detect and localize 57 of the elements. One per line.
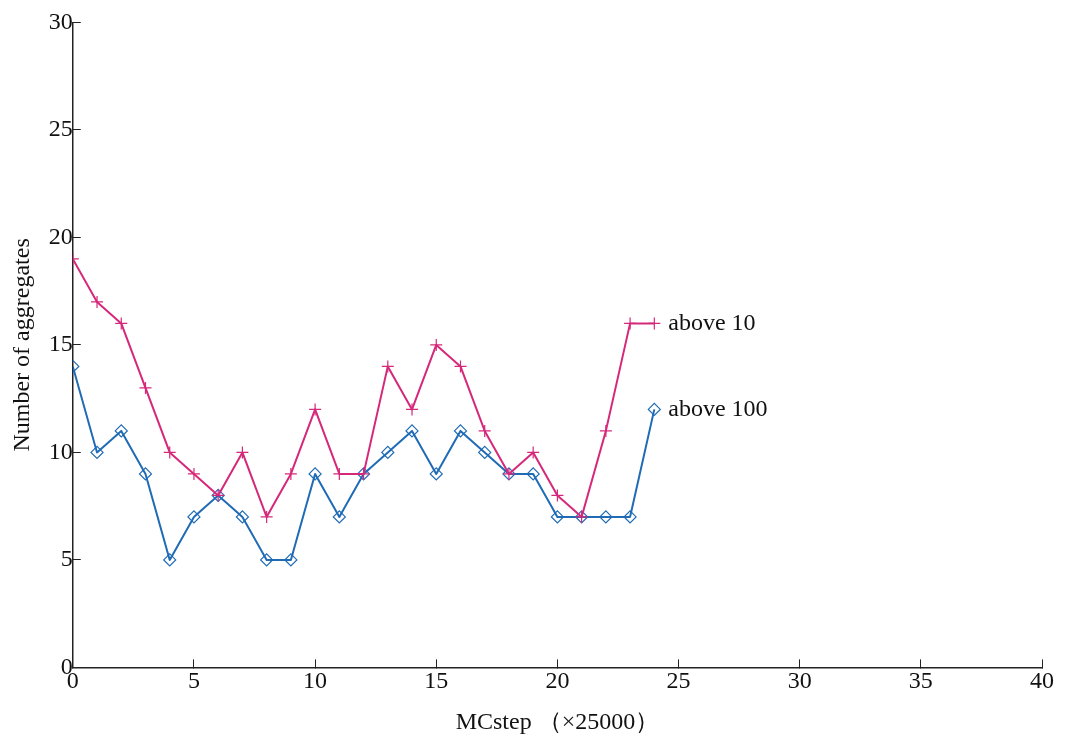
point	[114, 316, 128, 330]
point	[163, 553, 177, 567]
point	[90, 295, 104, 309]
point	[260, 553, 274, 567]
x-tick-label: 20	[545, 667, 570, 694]
x-tick-label: 5	[187, 667, 200, 694]
point	[308, 402, 322, 416]
point	[647, 402, 661, 416]
x-axis-title: MCstep （×25000）	[455, 707, 660, 734]
point	[138, 381, 153, 395]
point	[453, 424, 468, 438]
point	[235, 445, 250, 459]
point	[260, 510, 274, 524]
x-tick-label: 40	[1030, 667, 1054, 694]
x-tick-label: 10	[303, 667, 328, 694]
point	[114, 424, 128, 438]
y-axis-title: Number of aggregates	[7, 238, 34, 452]
point	[623, 510, 637, 524]
point	[478, 424, 492, 438]
y-tick-label: 20	[48, 222, 73, 249]
point	[284, 467, 298, 481]
point	[381, 359, 395, 373]
x-tick-label: 15	[424, 667, 449, 694]
point	[453, 359, 468, 373]
point	[308, 467, 322, 481]
point	[599, 510, 613, 524]
y-tick-label: 10	[48, 437, 73, 464]
point	[381, 445, 395, 459]
point	[405, 402, 419, 416]
point	[163, 445, 177, 459]
point	[550, 488, 564, 502]
point	[623, 316, 637, 330]
point	[429, 467, 443, 481]
point	[647, 316, 661, 330]
point	[429, 338, 443, 352]
y-tick-label: 25	[48, 115, 73, 142]
point	[526, 467, 540, 481]
point	[599, 424, 613, 438]
y-tick-label: 30	[48, 7, 73, 34]
point	[550, 510, 564, 524]
point	[405, 424, 419, 438]
y-tick-label: 15	[48, 330, 73, 357]
point	[332, 510, 346, 524]
x-tick-label: 35	[908, 667, 933, 694]
point	[90, 445, 104, 459]
point	[478, 445, 492, 459]
x-tick-label: 30	[787, 667, 812, 694]
y-tick-label: 5	[60, 545, 73, 572]
point	[526, 445, 540, 459]
point	[138, 467, 153, 481]
series-label: above 10	[668, 308, 756, 335]
point	[235, 510, 250, 524]
point	[187, 510, 201, 524]
point	[284, 553, 298, 567]
series-label: above 100	[668, 394, 768, 421]
x-tick-label: 25	[666, 667, 691, 694]
point	[187, 467, 201, 481]
